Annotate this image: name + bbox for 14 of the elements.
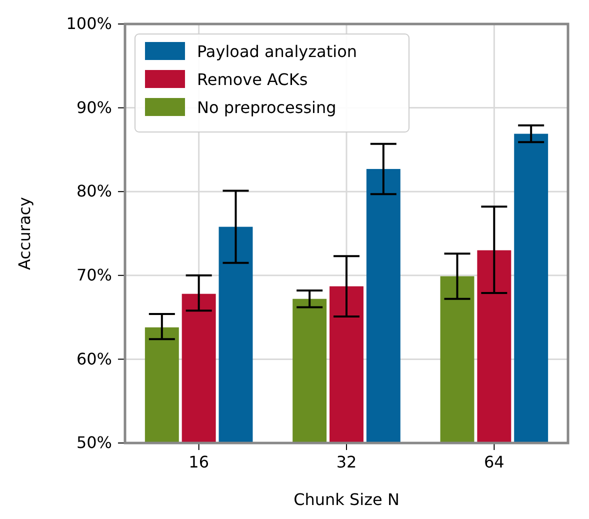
y-tick-label: 70%: [76, 266, 112, 285]
x-axis-title: Chunk Size N: [294, 490, 400, 509]
y-tick-label: 80%: [76, 182, 112, 201]
legend-label: Remove ACKs: [197, 70, 308, 89]
y-axis-title: Accuracy: [15, 196, 34, 270]
y-tick-label: 90%: [76, 98, 112, 117]
legend-label: No preprocessing: [197, 98, 336, 117]
x-tick-label: 64: [484, 452, 504, 472]
y-tick-label: 50%: [76, 433, 112, 452]
x-tick-label: 32: [336, 452, 357, 472]
y-tick-label: 100%: [66, 14, 112, 34]
y-tick-label: 60%: [76, 349, 112, 368]
x-tick-label: 16: [188, 452, 210, 472]
legend-label: Payload analyzation: [197, 42, 357, 61]
